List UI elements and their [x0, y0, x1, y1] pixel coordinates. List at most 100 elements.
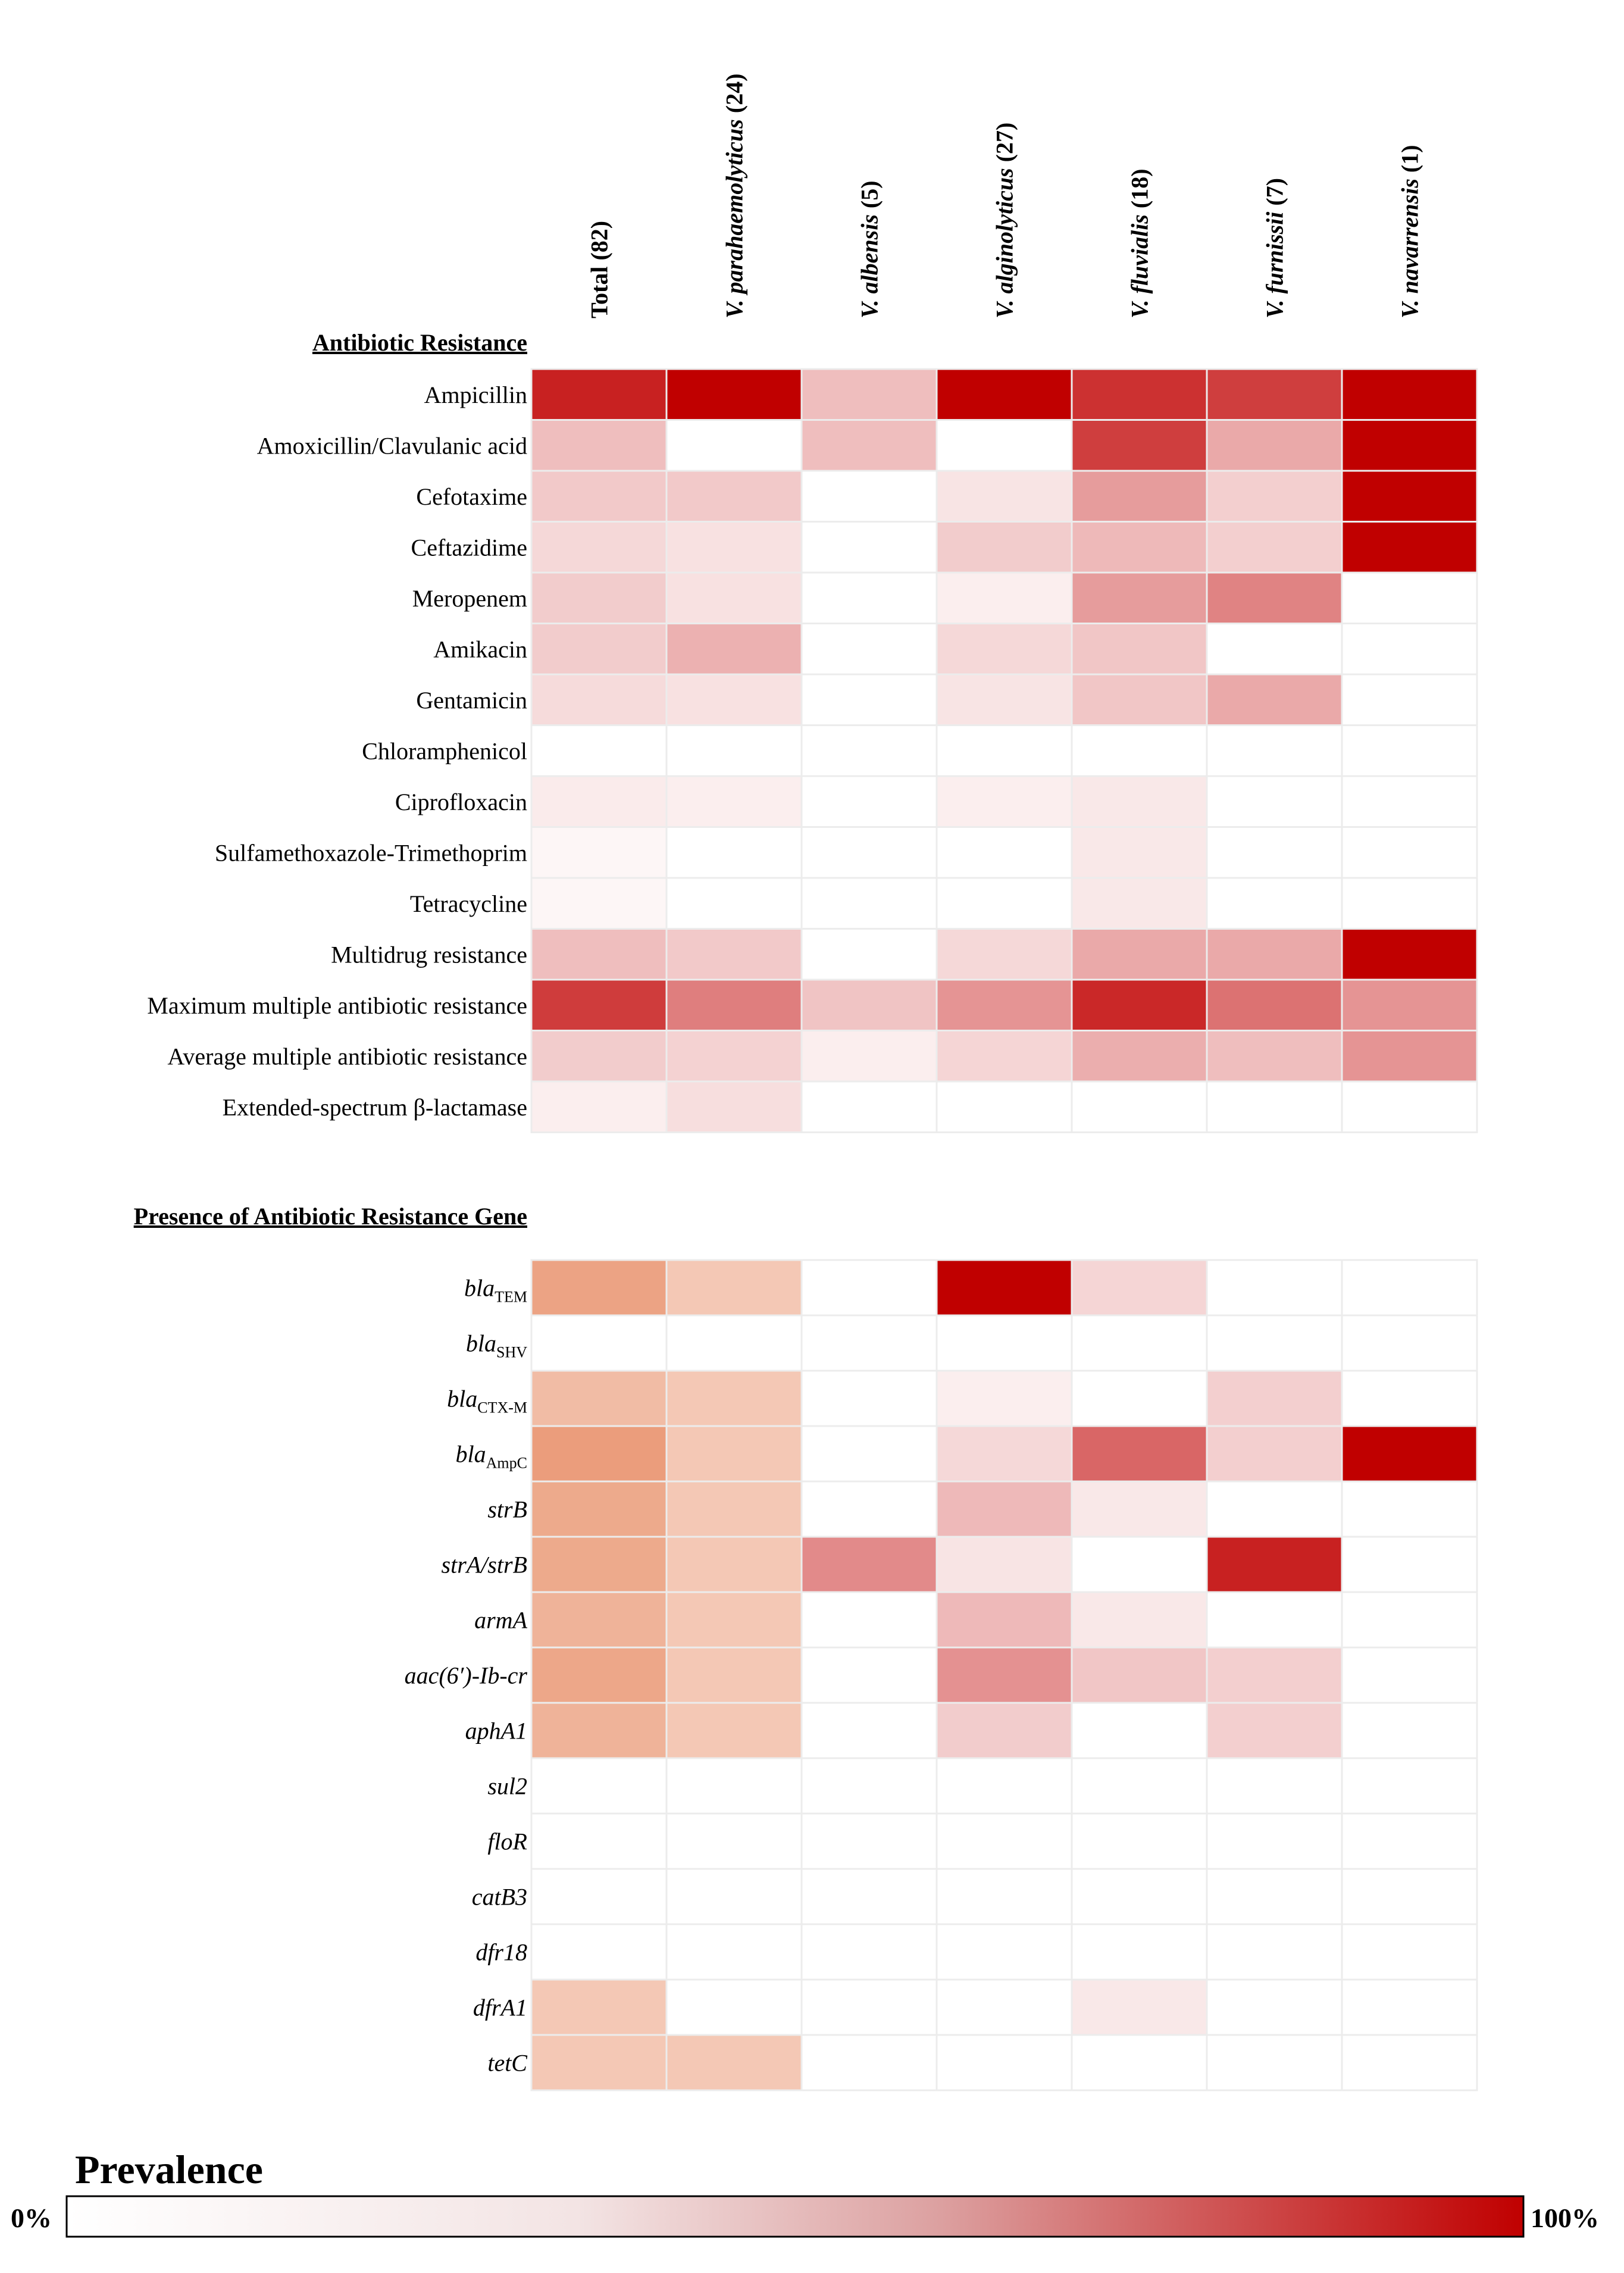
- heatmap-cell: [1206, 1259, 1343, 1317]
- heatmap-cell: [530, 1646, 668, 1704]
- heatmap-cell: [1341, 1536, 1478, 1593]
- heatmap-cell: [1071, 1370, 1208, 1427]
- heatmap-cell: [1341, 419, 1478, 472]
- heatmap-cell: [665, 623, 803, 676]
- heatmap-cell: [1071, 1923, 1208, 1981]
- heatmap-cell: [1206, 571, 1343, 624]
- heatmap-cell: [800, 419, 938, 472]
- heatmap-cell: [935, 877, 1073, 930]
- heatmap-cell: [1206, 368, 1343, 421]
- heatmap-cell: [1341, 2034, 1478, 2091]
- heatmap-cell: [1341, 1646, 1478, 1704]
- section-title: Presence of Antibiotic Resistance Gene: [134, 1203, 527, 1230]
- column-label: V. navarrensis (1): [1397, 145, 1423, 318]
- heatmap-cell: [1206, 775, 1343, 828]
- heatmap-cell: [1341, 368, 1478, 421]
- column-label: V. fluvialis (18): [1127, 168, 1153, 318]
- heatmap-cell: [935, 978, 1073, 1031]
- heatmap-cell: [1071, 623, 1208, 676]
- column-label: V. albensis (5): [856, 180, 883, 318]
- row-label: blaAmpC: [456, 1441, 527, 1472]
- heatmap-cell: [665, 1259, 803, 1317]
- heatmap-cell: [800, 1480, 938, 1538]
- heatmap-cell: [1341, 1812, 1478, 1870]
- heatmap-cell: [1341, 1259, 1478, 1317]
- heatmap-cell: [530, 673, 668, 726]
- heatmap-cell: [1206, 1978, 1343, 2036]
- row-label: armA: [474, 1607, 527, 1634]
- row-label: strB: [487, 1496, 527, 1523]
- heatmap-cell: [530, 470, 668, 523]
- row-label: aac(6′)-Ib-cr: [405, 1662, 528, 1689]
- heatmap-cell: [1341, 877, 1478, 930]
- row-label: Meropenem: [412, 585, 527, 612]
- heatmap-cell: [1341, 1370, 1478, 1427]
- heatmap-cell: [1341, 1978, 1478, 2036]
- heatmap-cell: [1206, 1868, 1343, 1925]
- heatmap-cell: [1206, 1812, 1343, 1870]
- heatmap-cell: [665, 1923, 803, 1981]
- heatmap-cell: [665, 1370, 803, 1427]
- heatmap-cell: [1071, 826, 1208, 879]
- heatmap-cell: [800, 1646, 938, 1704]
- heatmap-cell: [1071, 470, 1208, 523]
- heatmap-cell: [1071, 1480, 1208, 1538]
- heatmap-cell: [1206, 928, 1343, 981]
- heatmap-cell: [530, 928, 668, 981]
- row-label: Amoxicillin/Clavulanic acid: [257, 432, 527, 459]
- heatmap-cell: [665, 1536, 803, 1593]
- heatmap-cell: [530, 368, 668, 421]
- heatmap-cell: [935, 1978, 1073, 2036]
- heatmap-cell: [935, 1425, 1073, 1483]
- heatmap-cell: [1206, 1480, 1343, 1538]
- column-label: V. parahaemolyticus (24): [721, 73, 748, 318]
- heatmap-cell: [935, 724, 1073, 777]
- heatmap-cell: [1206, 1314, 1343, 1372]
- heatmap-cell: [530, 419, 668, 472]
- heatmap-cell: [530, 1480, 668, 1538]
- heatmap-cell: [530, 826, 668, 879]
- legend-max-label: 100%: [1531, 2203, 1599, 2233]
- heatmap-cell: [935, 826, 1073, 879]
- heatmap-cell: [1071, 1978, 1208, 2036]
- heatmap-cell: [800, 1978, 938, 2036]
- heatmap-cell: [530, 2034, 668, 2091]
- heatmap-cell: [665, 928, 803, 981]
- heatmap-cell: [1341, 1314, 1478, 1372]
- heatmap-cell: [935, 1812, 1073, 1870]
- heatmap-cell: [1341, 673, 1478, 726]
- heatmap-cell: [1341, 1480, 1478, 1538]
- heatmap-cell: [665, 1646, 803, 1704]
- heatmap-cell: [1071, 368, 1208, 421]
- row-label: Average multiple antibiotic resistance: [167, 1043, 527, 1070]
- heatmap-cell: [1071, 1868, 1208, 1925]
- heatmap-cell: [935, 623, 1073, 676]
- row-label: Maximum multiple antibiotic resistance: [147, 992, 527, 1019]
- heatmap-cell: [530, 775, 668, 828]
- heatmap-cell: [800, 1080, 938, 1133]
- heatmap-cell: [1071, 1080, 1208, 1133]
- heatmap-cell: [665, 1480, 803, 1538]
- heatmap-cell: [935, 1314, 1073, 1372]
- heatmap-cell: [800, 1868, 938, 1925]
- heatmap-cell: [935, 1259, 1073, 1317]
- heatmap-cell: [935, 419, 1073, 472]
- heatmap-cell: [530, 1702, 668, 1759]
- heatmap-cell: [1341, 521, 1478, 574]
- heatmap-cell: [935, 1591, 1073, 1649]
- heatmap-cell: [1206, 521, 1343, 574]
- heatmap-cell: [800, 1591, 938, 1649]
- heatmap-cell: [1071, 1030, 1208, 1083]
- heatmap-cell: [800, 1314, 938, 1372]
- heatmap-cell: [665, 1591, 803, 1649]
- heatmap-cell: [665, 1314, 803, 1372]
- row-label: blaSHV: [466, 1330, 527, 1361]
- heatmap-cell: [1071, 928, 1208, 981]
- heatmap-cell: [665, 978, 803, 1031]
- heatmap-cell: [1071, 1591, 1208, 1649]
- heatmap-cell: [665, 1868, 803, 1925]
- heatmap-cell: [1341, 1923, 1478, 1981]
- heatmap-cell: [800, 826, 938, 879]
- row-label: dfr18: [475, 1939, 527, 1966]
